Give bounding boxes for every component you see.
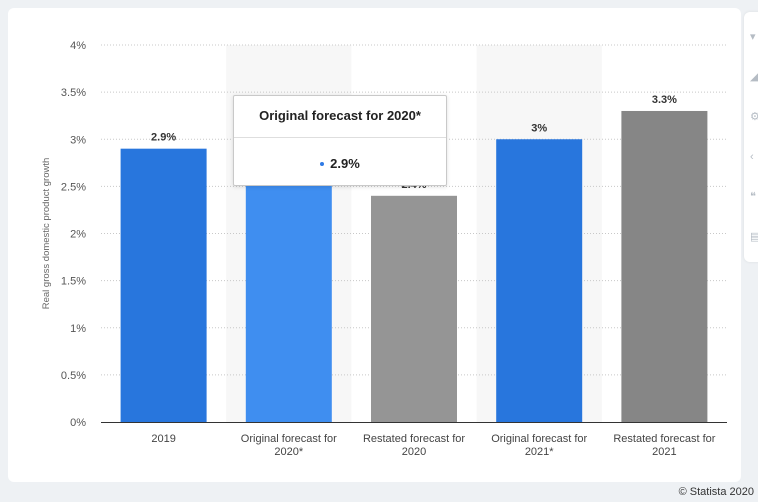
bar xyxy=(245,148,332,423)
x-tick-label: 2020 xyxy=(402,446,426,458)
x-tick-label: 2021 xyxy=(652,446,676,458)
y-tick-label: 3% xyxy=(70,134,86,146)
chart-toolbar: ▾ ◢ ⚙ ‹ ❝ ▤ xyxy=(744,12,758,262)
y-tick-label: 1.5% xyxy=(61,276,86,288)
y-tick-label: 1% xyxy=(70,323,86,335)
tooltip-value: 2.9% xyxy=(330,156,360,171)
filter-icon[interactable]: ▾ xyxy=(750,31,756,43)
quote-icon[interactable]: ❝ xyxy=(750,191,756,203)
bar-value-label: 2.9% xyxy=(151,132,176,144)
x-tick-label: Restated forecast for xyxy=(613,433,715,445)
share-icon[interactable]: ‹ xyxy=(750,151,754,163)
x-tick-label: Original forecast for xyxy=(241,433,337,445)
y-tick-label: 3.5% xyxy=(61,87,86,99)
bar xyxy=(621,110,708,422)
y-tick-label: 2% xyxy=(70,229,86,241)
settings-icon[interactable]: ⚙ xyxy=(750,111,758,123)
x-tick-label: 2019 xyxy=(151,433,175,445)
y-tick-label: 2.5% xyxy=(61,181,86,193)
bar xyxy=(120,148,207,423)
bar-value-label: 3.3% xyxy=(652,94,677,106)
x-tick-label: Original forecast for xyxy=(491,433,587,445)
bar xyxy=(496,139,583,422)
tooltip-divider xyxy=(234,137,446,138)
y-tick-label: 4% xyxy=(70,40,86,52)
tooltip-series-dot xyxy=(320,161,325,166)
print-icon[interactable]: ▤ xyxy=(750,231,758,243)
statista-credit[interactable]: © Statista 2020 xyxy=(678,486,754,498)
tooltip-title: Original forecast for 2020* xyxy=(259,108,421,123)
bar-value-label: 3% xyxy=(531,122,547,134)
y-tick-label: 0.5% xyxy=(61,370,86,382)
x-tick-label: 2021* xyxy=(525,446,554,458)
y-tick-label: 0% xyxy=(70,417,86,429)
x-tick-label: Restated forecast for xyxy=(363,433,465,445)
chart-type-icon[interactable]: ◢ xyxy=(750,71,758,83)
bar xyxy=(371,195,457,422)
y-axis-label: Real gross domestic product growth xyxy=(41,158,52,310)
tooltip-value-row: 2.9% xyxy=(234,156,446,171)
x-tick-label: 2020* xyxy=(274,446,303,458)
chart-tooltip: Original forecast for 2020* 2.9% xyxy=(233,95,447,186)
